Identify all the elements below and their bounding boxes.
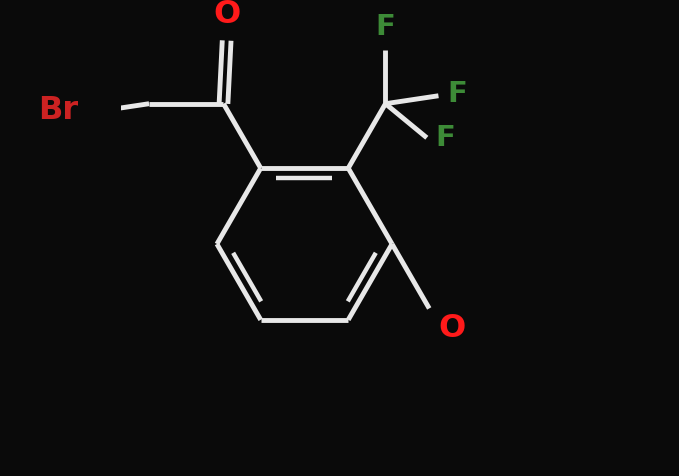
Text: F: F — [375, 12, 395, 40]
Text: O: O — [213, 0, 240, 30]
Text: F: F — [447, 79, 467, 108]
Text: F: F — [436, 124, 456, 152]
Text: O: O — [438, 313, 465, 344]
Text: Br: Br — [39, 95, 79, 127]
